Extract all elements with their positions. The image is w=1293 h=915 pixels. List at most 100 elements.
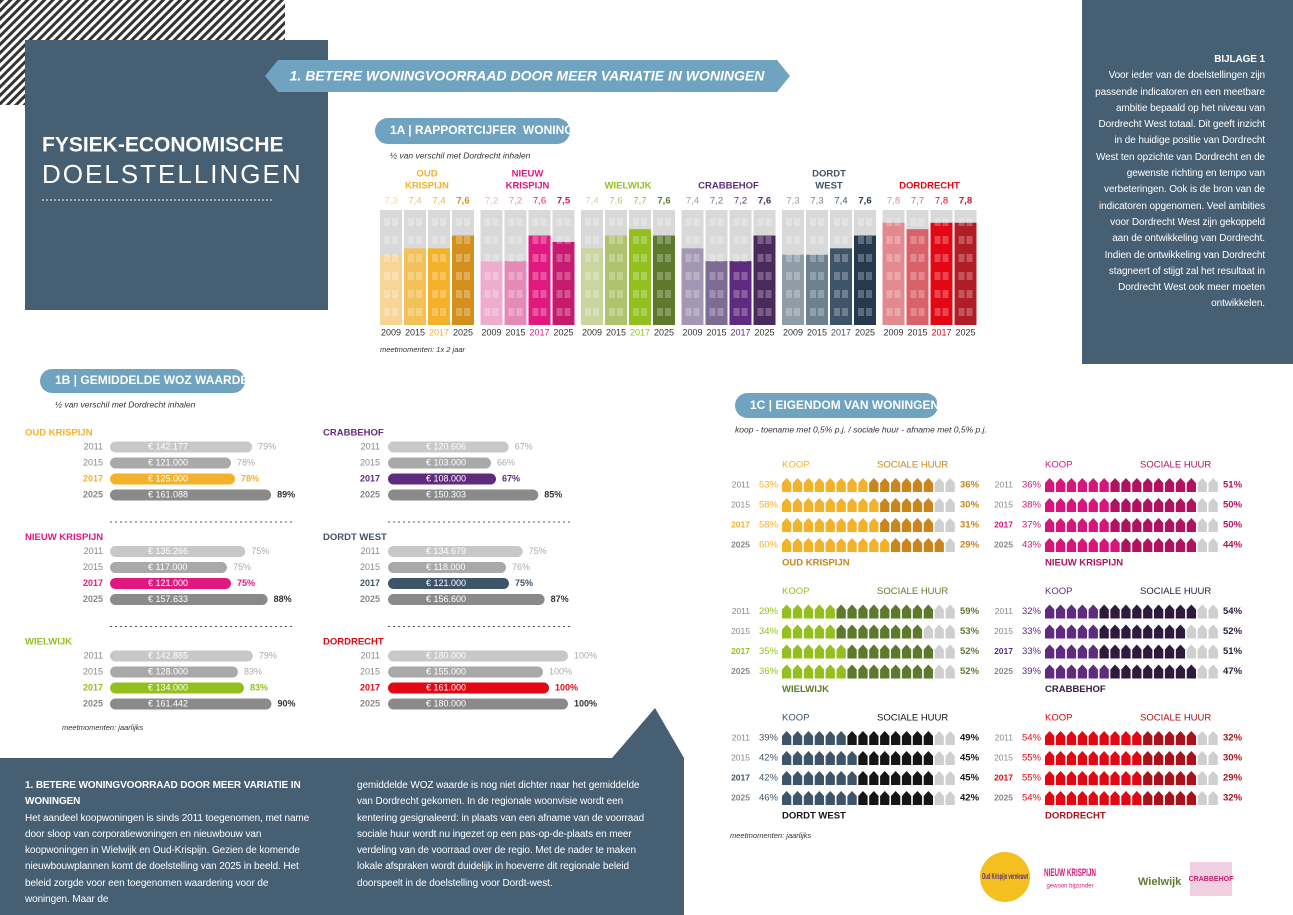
value-label: 7,2 — [710, 196, 723, 207]
window — [532, 308, 539, 316]
house — [1088, 478, 1098, 492]
window — [384, 254, 390, 262]
year-label: 2015 — [731, 626, 750, 636]
house — [1099, 731, 1109, 745]
year-label: 2017 — [83, 473, 103, 483]
house — [880, 478, 890, 492]
window — [384, 272, 390, 280]
house — [836, 664, 846, 679]
group-name: WIELWIJK — [782, 684, 829, 695]
huur-label: 50% — [1223, 500, 1243, 511]
house — [836, 498, 846, 512]
percent-label: 67% — [502, 473, 520, 483]
window — [593, 290, 599, 298]
house — [1175, 624, 1186, 639]
group-name: WIELWIJK — [605, 181, 652, 192]
column-2: gemiddelde WOZ waarde is nog niet dichte… — [357, 778, 652, 892]
house — [1121, 478, 1131, 492]
house — [1143, 751, 1153, 765]
house — [891, 791, 901, 805]
house — [847, 478, 857, 492]
koop-houses — [782, 771, 857, 785]
value-label: 7,4 — [834, 196, 847, 207]
house — [836, 478, 846, 492]
house — [825, 538, 835, 552]
window — [910, 218, 917, 226]
group-name: OUD KRISPIJN — [782, 558, 850, 569]
house — [1208, 478, 1218, 492]
logo-text: Oud Krispijn vernieuwt — [982, 872, 1028, 881]
window — [886, 290, 893, 298]
house — [1077, 498, 1087, 512]
house — [1164, 498, 1175, 512]
house — [825, 771, 835, 785]
house — [891, 664, 901, 679]
window — [464, 272, 470, 280]
house — [1175, 791, 1186, 805]
window — [886, 254, 893, 262]
house — [869, 604, 879, 619]
window — [918, 290, 925, 298]
house — [1110, 478, 1120, 492]
bar — [110, 578, 231, 589]
house — [858, 498, 868, 512]
window — [556, 272, 563, 280]
window — [886, 218, 893, 226]
house — [923, 644, 933, 659]
group-name: WIELWIJK — [25, 637, 72, 648]
group-name: OUD — [416, 169, 437, 180]
house — [803, 478, 814, 492]
year-label: 2011 — [361, 650, 380, 660]
window — [918, 272, 925, 280]
year-label: 2009 — [481, 327, 501, 337]
year-label: 2017 — [994, 646, 1013, 656]
window — [657, 308, 663, 316]
house — [1132, 498, 1142, 512]
window — [392, 218, 398, 226]
value-label: 7,8 — [887, 196, 900, 207]
window — [709, 254, 716, 262]
bar — [110, 650, 253, 662]
year-label: 2025 — [360, 594, 380, 604]
house — [1099, 478, 1109, 492]
koop-houses — [782, 604, 835, 619]
house — [1197, 518, 1207, 532]
huur-label: 32% — [1223, 733, 1243, 744]
house — [1197, 498, 1207, 512]
house — [803, 604, 814, 619]
value-label: 7,6 — [758, 196, 771, 207]
house — [792, 538, 803, 552]
window — [765, 254, 772, 262]
year-label: 2017 — [831, 327, 851, 337]
value-label: € 134.679 — [426, 546, 466, 556]
bar — [705, 261, 728, 325]
year-label: 2025 — [994, 539, 1013, 549]
house — [1088, 731, 1098, 745]
window — [564, 272, 571, 280]
house — [901, 664, 912, 679]
window — [910, 272, 917, 280]
year-label: 2025 — [83, 489, 103, 499]
house — [891, 624, 901, 639]
house — [1045, 518, 1055, 532]
house — [934, 791, 944, 805]
window — [384, 290, 390, 298]
house — [1055, 791, 1066, 805]
year-label: 2011 — [732, 606, 751, 616]
house — [1099, 518, 1109, 532]
house — [858, 624, 868, 639]
house — [880, 771, 890, 785]
bar — [110, 682, 244, 694]
window — [886, 236, 893, 244]
house — [1164, 644, 1175, 659]
house — [1208, 751, 1218, 765]
house — [1110, 664, 1120, 679]
house — [1154, 478, 1164, 492]
window — [665, 290, 671, 298]
huur-houses — [880, 518, 933, 532]
window — [934, 218, 941, 226]
koop-houses — [1045, 771, 1142, 785]
group-name: NIEUW — [512, 169, 544, 180]
window — [894, 290, 901, 298]
